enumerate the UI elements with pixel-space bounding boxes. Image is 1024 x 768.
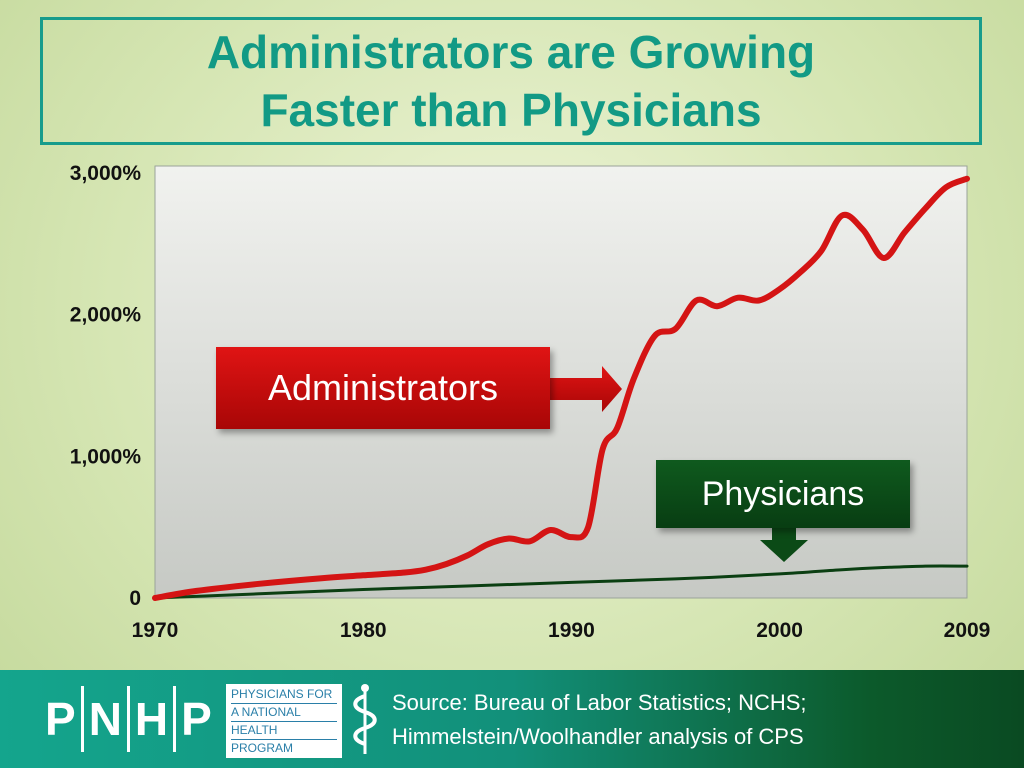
x-tick-label: 1970 [132,619,179,642]
logo-separator [126,686,130,752]
source-text: Source: Bureau of Labor Statistics; NCHS… [392,686,807,754]
logo-separator [80,686,84,752]
logo-letter: P [181,693,212,745]
footer: P N H P PHYSICIANS FOR A NATIONAL HEALTH… [0,670,1024,768]
logo-text-line: PHYSICIANS FOR [231,686,337,704]
title-line-2: Faster than Physicians [260,84,762,136]
administrators-arrow [550,366,622,412]
administrators-label: Administrators [216,347,550,429]
logo-text-line: HEALTH [231,722,337,740]
y-tick-label: 0 [129,587,141,610]
x-tick-label: 1980 [340,619,387,642]
title-box: Administrators are Growing Faster than P… [40,17,982,145]
pnhp-logo: P N H P [40,682,217,756]
series-line-administrators [152,175,970,601]
caduceus-icon [353,684,377,754]
logo-letter: P [45,693,76,745]
y-tick-label: 1,000% [70,445,142,468]
physicians-label: Physicians [656,460,910,528]
logo-separator [173,686,177,752]
physicians-arrow [760,528,808,562]
logo-text-line: PROGRAM [231,741,294,755]
x-tick-label: 2009 [944,619,991,642]
x-tick-label: 1990 [548,619,595,642]
title-line-1: Administrators are Growing [206,26,816,78]
source-line-2: Himmelstein/Woolhandler analysis of CPS [392,724,804,749]
source-line-1: Source: Bureau of Labor Statistics; NCHS… [392,690,807,715]
series-line-physicians [153,564,969,600]
logo-letter: N [88,693,122,745]
pnhp-logo-text: PHYSICIANS FOR A NATIONAL HEALTH PROGRAM [226,684,342,758]
logo-text-line: A NATIONAL [231,704,337,722]
logo-letter: H [134,693,169,745]
y-tick-label: 2,000% [70,304,142,327]
y-tick-label: 3,000% [70,162,142,185]
x-tick-label: 2000 [756,619,803,642]
